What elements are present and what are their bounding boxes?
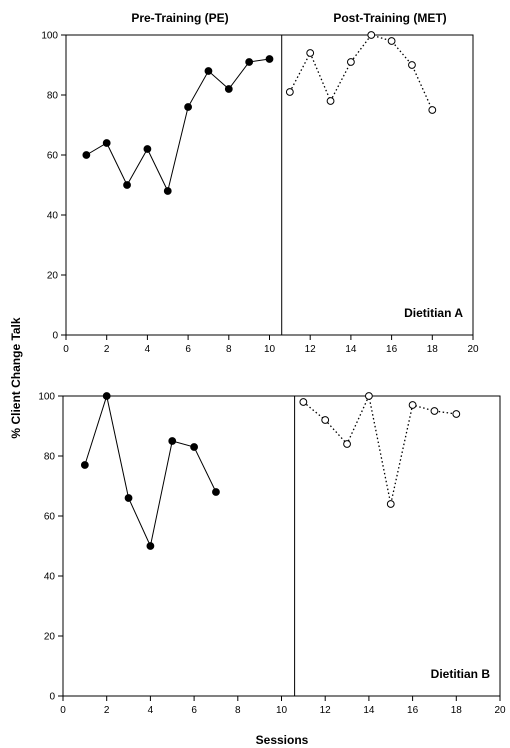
x-tick-label: 12 [320, 705, 332, 716]
pre-training-point [124, 494, 133, 502]
x-tick-label: 20 [467, 344, 479, 355]
phase-label-pre: Pre-Training (PE) [131, 11, 228, 25]
y-axis-title: % Client Change Talk [9, 317, 23, 438]
panel-label: Dietitian B [431, 667, 491, 681]
post-training-point [343, 440, 351, 448]
x-tick-label: 12 [305, 344, 317, 355]
pre-training-point [224, 85, 233, 93]
y-tick-label: 80 [44, 452, 56, 463]
x-tick-label: 4 [145, 344, 151, 355]
pre-training-point [82, 151, 91, 159]
x-tick-label: 14 [345, 344, 357, 355]
x-tick-label: 6 [191, 705, 197, 716]
pre-training-point [184, 103, 193, 111]
pre-training-point [80, 461, 89, 469]
post-training-point [326, 97, 335, 105]
y-tick-label: 60 [47, 151, 59, 162]
x-tick-label: 10 [264, 344, 276, 355]
pre-training-point [168, 437, 177, 445]
plot-frame [62, 395, 501, 697]
y-tick-label: 0 [49, 692, 55, 703]
post-training-series-line [289, 34, 433, 111]
panel-dietitian-a: 0 20 40 60 80 100 0 2 4 6 8 10 12 14 16 18 20 Dietitian A [41, 31, 479, 356]
post-training-point [299, 398, 308, 406]
pre-training-point [163, 187, 172, 195]
post-training-point [428, 106, 437, 114]
x-tick-label: 14 [363, 705, 375, 716]
x-tick-label: 0 [63, 344, 69, 355]
post-training-point [365, 392, 373, 400]
y-tick-label: 20 [44, 632, 56, 643]
post-training-point [430, 407, 439, 415]
y-tick-label: 0 [52, 331, 58, 342]
pre-training-point [143, 145, 152, 153]
pre-training-point [212, 488, 220, 496]
x-tick-label: 16 [407, 705, 419, 716]
pre-training-point [204, 67, 213, 75]
x-tick-label: 20 [494, 705, 506, 716]
pre-training-point [245, 58, 254, 66]
y-tick-label: 20 [47, 271, 59, 282]
x-tick-label: 6 [185, 344, 191, 355]
pre-training-point [102, 392, 111, 400]
x-axis-title: Sessions [256, 733, 309, 747]
pre-training-point [102, 139, 111, 147]
post-training-point [408, 401, 417, 409]
post-training-point [408, 61, 416, 69]
post-training-point [347, 58, 355, 66]
x-tick-label: 2 [104, 705, 110, 716]
y-tick-label: 40 [47, 211, 59, 222]
x-tick-label: 8 [235, 705, 241, 716]
pre-training-point [190, 443, 199, 451]
x-tick-label: 2 [104, 344, 110, 355]
panel-dietitian-b: 0 20 40 60 80 100 0 2 4 6 8 10 12 14 16 18 20 Dietitian B [38, 392, 506, 717]
post-training-series-line [302, 393, 457, 505]
x-tick-label: 16 [386, 344, 398, 355]
x-tick-label: 4 [148, 705, 154, 716]
panel-label: Dietitian A [404, 306, 463, 320]
x-tick-label: 10 [276, 705, 288, 716]
post-training-point [452, 410, 461, 418]
y-tick-label: 80 [47, 91, 59, 102]
phase-label-post: Post-Training (MET) [333, 11, 446, 25]
pre-training-series-line [84, 394, 217, 548]
post-training-point [387, 37, 396, 45]
x-tick-label: 0 [60, 705, 66, 716]
post-training-point [386, 500, 395, 508]
post-training-point [367, 31, 376, 39]
y-tick-label: 60 [44, 512, 56, 523]
y-tick-label: 40 [44, 572, 56, 583]
post-training-point [321, 416, 330, 424]
y-tick-label: 100 [38, 392, 55, 403]
pre-training-point [123, 181, 131, 189]
pre-training-series-line [86, 58, 270, 193]
y-tick-label: 100 [41, 31, 58, 42]
post-training-point [285, 88, 294, 96]
x-tick-label: 18 [427, 344, 439, 355]
x-tick-label: 18 [451, 705, 463, 716]
x-tick-label: 8 [226, 344, 232, 355]
pre-training-point [265, 55, 274, 63]
post-training-point [306, 49, 315, 57]
pre-training-point [146, 542, 155, 550]
